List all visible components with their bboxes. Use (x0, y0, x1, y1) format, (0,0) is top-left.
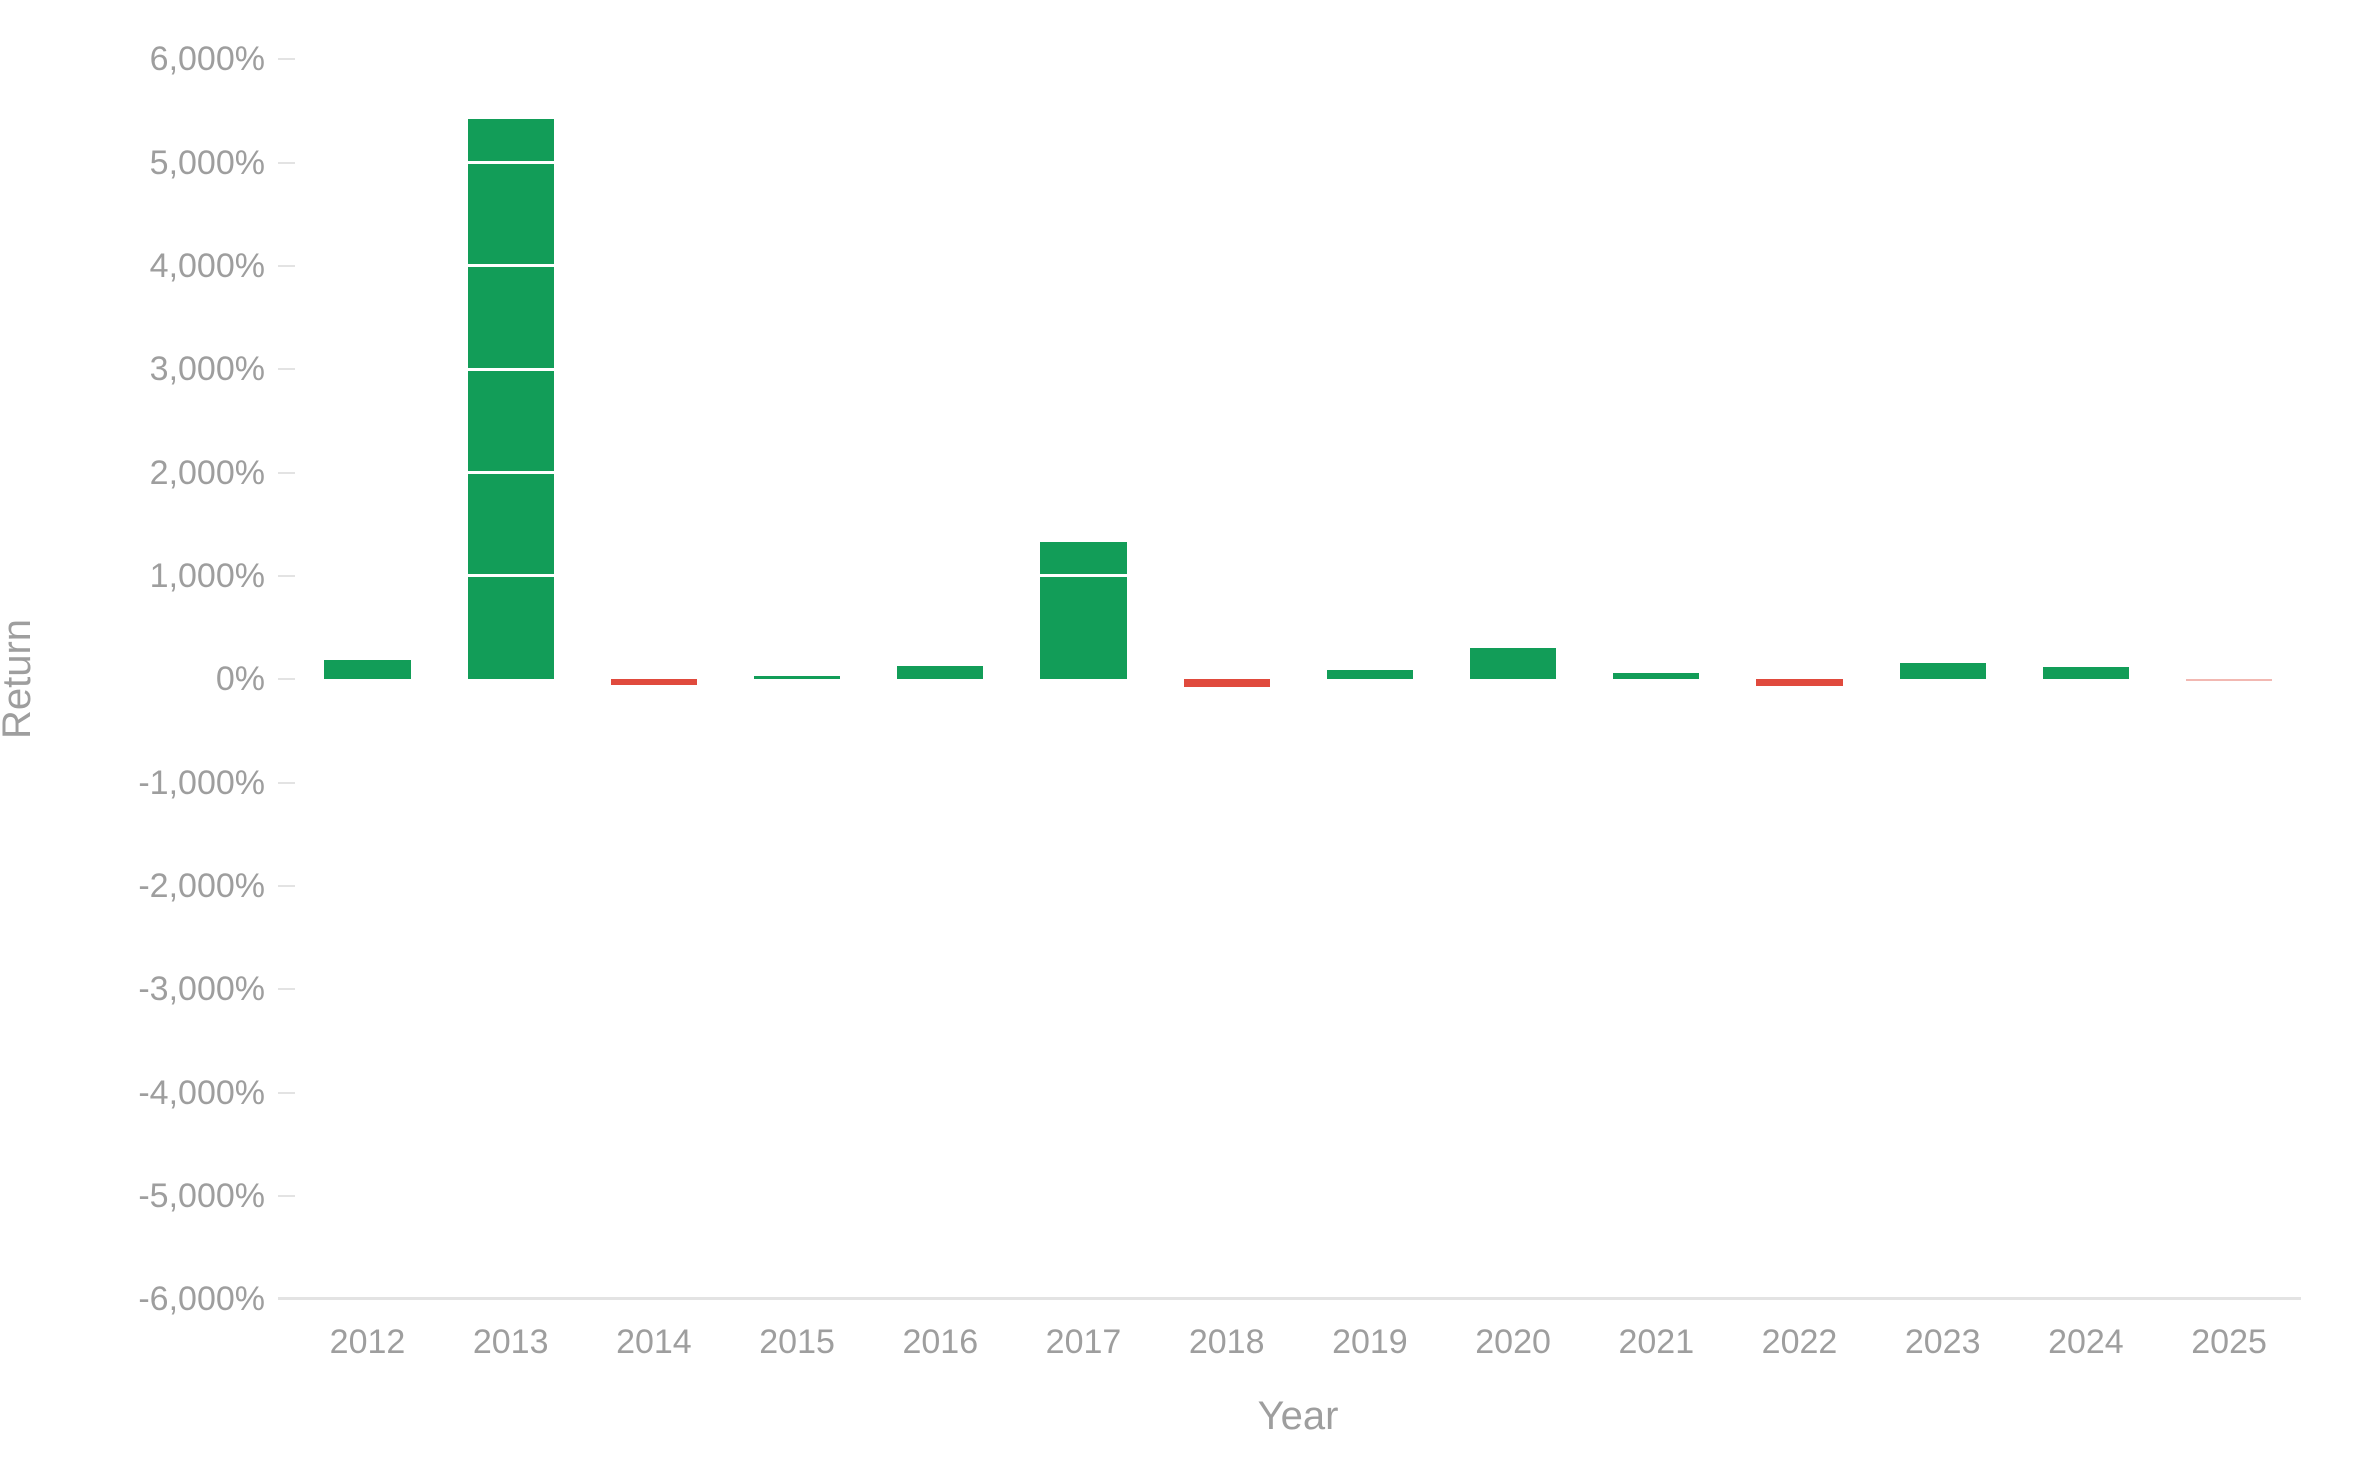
bar-2019[interactable] (1326, 670, 1414, 680)
bar-2018[interactable] (1183, 679, 1270, 687)
x-tick-label: 2019 (1332, 1323, 1408, 1361)
bar-2012[interactable] (324, 660, 411, 680)
y-tick-label: -2,000% (138, 866, 265, 905)
x-axis-line (278, 1297, 2301, 1300)
x-tick-label: 2015 (759, 1323, 835, 1361)
y-tick-label: 0% (215, 660, 265, 699)
y-tick-label: -3,000% (138, 970, 265, 1009)
bar-2025[interactable] (2185, 679, 2273, 681)
y-tick-mark (278, 1194, 295, 1197)
x-tick-label: 2017 (1045, 1323, 1122, 1361)
x-tick-label: 2022 (1761, 1323, 1838, 1361)
y-tick-label: 6,000% (149, 40, 265, 79)
y-tick-label: -5,000% (138, 1176, 265, 1215)
bar-2020[interactable] (1469, 647, 1557, 680)
y-tick-mark (278, 781, 295, 784)
x-tick-label: 2012 (329, 1323, 406, 1361)
y-tick-mark (278, 471, 295, 474)
bar-gridline (1040, 574, 1127, 578)
y-tick-mark (278, 58, 295, 61)
y-tick-label: -4,000% (138, 1073, 265, 1112)
x-tick-label: 2014 (616, 1323, 692, 1361)
x-tick-label: 2018 (1188, 1323, 1265, 1361)
bar-gridline (467, 264, 554, 268)
bar-gridline (467, 367, 554, 371)
y-tick-mark (278, 574, 295, 577)
y-tick-mark (278, 161, 295, 164)
x-axis-title: Year (1257, 1394, 1339, 1438)
x-tick-label: 2024 (2048, 1323, 2124, 1361)
y-tick-mark (278, 988, 295, 991)
y-tick-label: 1,000% (149, 556, 265, 595)
y-tick-label: 4,000% (149, 246, 265, 285)
y-tick-label: 3,000% (149, 350, 265, 389)
bar-2024[interactable] (2042, 667, 2130, 680)
bar-2013[interactable] (467, 118, 554, 680)
bar-2017[interactable] (1040, 541, 1127, 680)
y-tick-mark (278, 368, 295, 371)
y-tick-mark (278, 884, 295, 887)
y-tick-label: 5,000% (149, 143, 265, 182)
bar-gridline (467, 161, 554, 165)
bar-2021[interactable] (1613, 673, 1700, 680)
x-tick-label: 2016 (902, 1323, 979, 1361)
bar-2016[interactable] (897, 665, 984, 680)
y-tick-mark (278, 264, 295, 267)
x-tick-label: 2013 (472, 1323, 549, 1361)
x-tick-label: 2023 (1904, 1323, 1981, 1361)
bar-2022[interactable] (1756, 679, 1843, 686)
bar-gridline (467, 574, 554, 578)
y-tick-label: 2,000% (149, 453, 265, 492)
bar-2015[interactable] (753, 675, 841, 680)
bar-gridline (467, 471, 554, 475)
y-tick-label: -1,000% (138, 763, 265, 802)
bar-2023[interactable] (1899, 663, 1986, 680)
bar-2014[interactable] (610, 679, 698, 685)
y-tick-mark (278, 1091, 295, 1094)
x-tick-label: 2020 (1475, 1323, 1551, 1361)
y-axis-title: Return (0, 618, 39, 740)
y-tick-label: -6,000% (138, 1280, 265, 1319)
y-tick-mark (278, 678, 295, 681)
x-tick-label: 2025 (2191, 1323, 2267, 1361)
x-tick-label: 2021 (1618, 1323, 1695, 1361)
